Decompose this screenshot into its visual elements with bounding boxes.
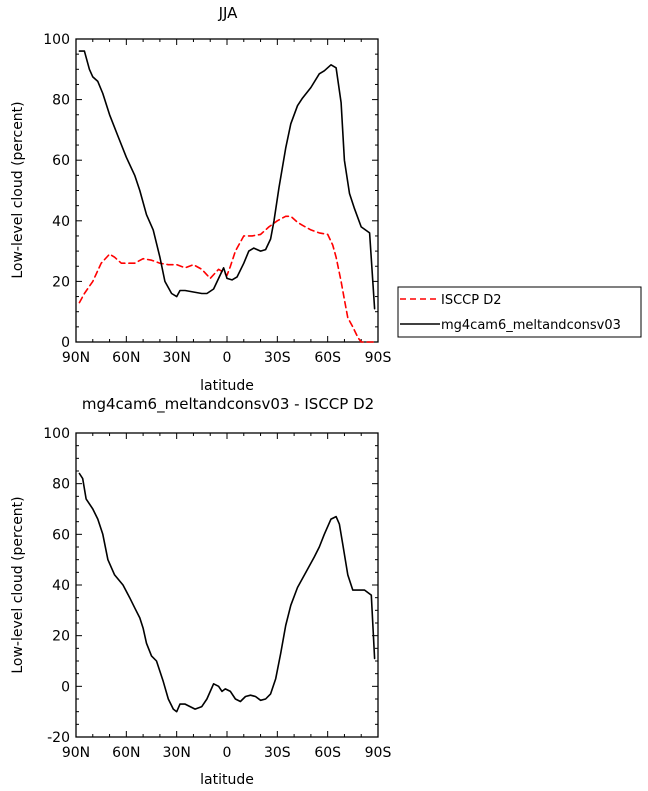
plot-frame-top <box>75 38 379 343</box>
series-line-top-0 <box>78 215 376 343</box>
x-tick-label-top: 90S <box>365 350 392 366</box>
y-tick-label-top: 0 <box>61 335 70 351</box>
y-tick-label-top: 80 <box>52 93 70 109</box>
y-tick-label-bottom: 20 <box>52 629 70 645</box>
legend-label-model: mg4cam6_meltandconsv03 <box>441 318 621 333</box>
y-tick-label-bottom: -20 <box>47 730 70 746</box>
series-top <box>78 50 376 343</box>
x-tick-label-bottom: 60S <box>314 745 341 761</box>
x-tick-label-bottom: 60N <box>112 745 140 761</box>
y-tick-label-top: 40 <box>52 214 70 230</box>
legend: ISCCP D2 mg4cam6_meltandconsv03 <box>397 286 642 338</box>
x-tick-label-top: 60N <box>112 350 140 366</box>
ylabel-bottom: Low-level cloud (percent) <box>10 496 26 673</box>
y-tick-label-top: 60 <box>52 153 70 169</box>
x-tick-label-top: 30S <box>264 350 291 366</box>
plot-frame-bottom <box>75 432 379 738</box>
y-tick-label-bottom: 0 <box>61 679 70 695</box>
ticks-bottom: 90N 60N 30N 0 30S 60S 90S -20 0 20 40 60 80 100 <box>43 426 391 761</box>
legend-label-isccp: ISCCP D2 <box>441 293 502 308</box>
series-line-top-1 <box>78 50 376 310</box>
x-tick-label-bottom: 30N <box>163 745 191 761</box>
x-tick-label-bottom: 30S <box>264 745 291 761</box>
panel-bottom: mg4cam6_meltandconsv03 - ISCCP D2 90N 60N… <box>10 395 391 788</box>
xlabel-bottom: latitude <box>200 772 254 788</box>
title-top: JJA <box>218 4 239 22</box>
ylabel-top: Low-level cloud (percent) <box>10 101 26 278</box>
panel-top: JJA 90N 60N 30N 0 30S 60S 90S 0 20 40 60 80 100 lati… <box>10 4 391 394</box>
y-tick-label-top: 20 <box>52 274 70 290</box>
y-tick-label-bottom: 80 <box>52 477 70 493</box>
x-tick-label-bottom: 90S <box>365 745 392 761</box>
x-tick-label-bottom: 90N <box>62 745 90 761</box>
y-tick-label-bottom: 100 <box>43 426 70 442</box>
x-tick-label-top: 30N <box>163 350 191 366</box>
series-line-bottom-0 <box>78 472 376 713</box>
xlabel-top: latitude <box>200 378 254 394</box>
ticks-top: 90N 60N 30N 0 30S 60S 90S 0 20 40 60 80 100 <box>43 32 391 366</box>
x-tick-label-top: 90N <box>62 350 90 366</box>
y-tick-label-bottom: 40 <box>52 578 70 594</box>
y-tick-label-top: 100 <box>43 32 70 48</box>
series-bottom <box>78 472 376 713</box>
legend-box <box>397 286 642 338</box>
y-tick-label-bottom: 60 <box>52 527 70 543</box>
x-tick-label-top: 60S <box>314 350 341 366</box>
x-tick-label-bottom: 0 <box>223 745 232 761</box>
title-bottom: mg4cam6_meltandconsv03 - ISCCP D2 <box>82 395 374 414</box>
x-tick-label-top: 0 <box>223 350 232 366</box>
